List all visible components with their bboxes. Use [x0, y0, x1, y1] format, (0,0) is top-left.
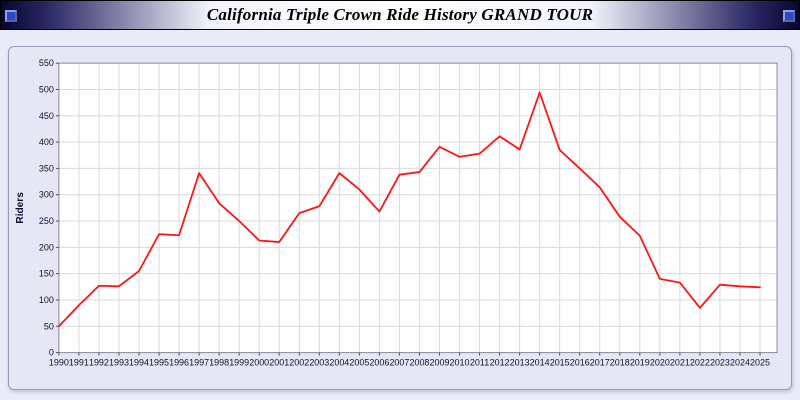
svg-text:1995: 1995: [149, 358, 169, 368]
svg-text:2023: 2023: [710, 358, 730, 368]
svg-text:2009: 2009: [430, 358, 450, 368]
svg-text:250: 250: [39, 216, 54, 226]
svg-text:2000: 2000: [249, 358, 269, 368]
svg-text:2013: 2013: [510, 358, 530, 368]
svg-text:1998: 1998: [209, 358, 229, 368]
svg-text:2016: 2016: [570, 358, 590, 368]
svg-text:2012: 2012: [490, 358, 510, 368]
svg-text:2025: 2025: [750, 358, 770, 368]
svg-text:100: 100: [39, 295, 54, 305]
svg-text:2024: 2024: [730, 358, 750, 368]
svg-text:1996: 1996: [169, 358, 189, 368]
svg-text:1991: 1991: [69, 358, 89, 368]
svg-text:1999: 1999: [229, 358, 249, 368]
svg-text:1997: 1997: [189, 358, 209, 368]
title-corner-square-icon: [783, 10, 795, 22]
svg-text:2008: 2008: [409, 358, 429, 368]
svg-text:2010: 2010: [450, 358, 470, 368]
svg-text:1993: 1993: [109, 358, 129, 368]
svg-text:2015: 2015: [550, 358, 570, 368]
title-bar: California Triple Crown Ride History GRA…: [0, 0, 800, 30]
svg-text:2006: 2006: [369, 358, 389, 368]
svg-text:550: 550: [39, 58, 54, 68]
svg-text:1990: 1990: [49, 358, 69, 368]
svg-text:300: 300: [39, 190, 54, 200]
svg-text:2004: 2004: [329, 358, 349, 368]
svg-text:150: 150: [39, 269, 54, 279]
svg-text:50: 50: [44, 321, 54, 331]
svg-text:1992: 1992: [89, 358, 109, 368]
svg-text:450: 450: [39, 111, 54, 121]
page-title: California Triple Crown Ride History GRA…: [206, 5, 594, 24]
title-corner-square-icon: [5, 10, 17, 22]
svg-text:350: 350: [39, 163, 54, 173]
svg-text:2021: 2021: [670, 358, 690, 368]
svg-text:2017: 2017: [590, 358, 610, 368]
svg-text:2002: 2002: [289, 358, 309, 368]
chart-panel: 0 50 100 150 200 250 300 350 400 450 500 550 1990 199…: [8, 46, 792, 390]
svg-text:2007: 2007: [389, 358, 409, 368]
svg-text:400: 400: [39, 137, 54, 147]
svg-text:500: 500: [39, 84, 54, 94]
svg-text:2020: 2020: [650, 358, 670, 368]
svg-text:2022: 2022: [690, 358, 710, 368]
svg-text:2018: 2018: [610, 358, 630, 368]
svg-text:Riders: Riders: [15, 192, 26, 224]
svg-text:0: 0: [49, 348, 54, 358]
svg-text:1994: 1994: [129, 358, 149, 368]
svg-text:2005: 2005: [349, 358, 369, 368]
svg-text:2001: 2001: [269, 358, 289, 368]
svg-text:2019: 2019: [630, 358, 650, 368]
svg-text:2014: 2014: [530, 358, 550, 368]
svg-text:2003: 2003: [309, 358, 329, 368]
svg-text:2011: 2011: [470, 358, 489, 368]
svg-text:200: 200: [39, 242, 54, 252]
